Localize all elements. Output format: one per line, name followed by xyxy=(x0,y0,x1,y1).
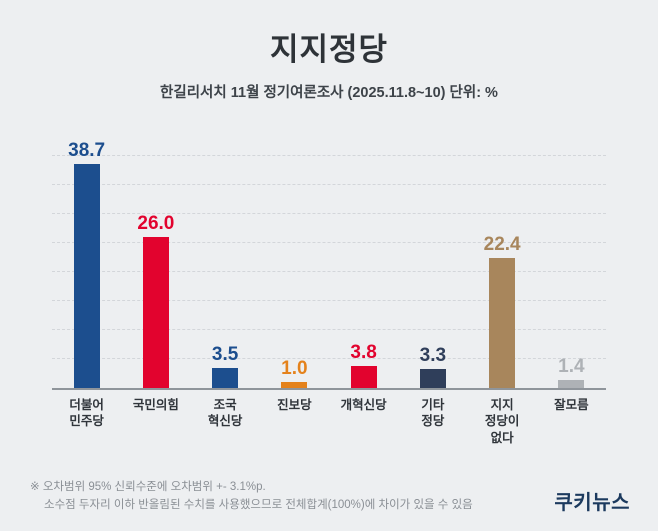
bar-value-label: 3.8 xyxy=(350,341,377,363)
bar-column: 1.0 xyxy=(260,156,329,388)
chart-subtitle: 한길리서치 11월 정기여론조사 (2025.11.8~10) 단위: % xyxy=(160,85,498,101)
bar-column: 3.5 xyxy=(191,156,260,388)
x-axis-label: 잘모름 xyxy=(554,398,589,412)
x-axis-label: 지지 정당이 없다 xyxy=(484,398,520,445)
bar xyxy=(419,368,446,388)
bar xyxy=(73,163,100,388)
gridline xyxy=(52,300,606,301)
bar-value-label: 3.5 xyxy=(211,343,239,365)
bar-value-label: 3.3 xyxy=(419,344,447,366)
bar-column: 3.3 xyxy=(398,156,467,388)
bar xyxy=(212,367,239,388)
gridline xyxy=(52,242,606,243)
x-axis-label: 조국 혁신당 xyxy=(207,398,243,429)
page-title: 지지정당 xyxy=(269,32,389,67)
x-axis-labels: 더불어 민주당 국민의힘 조국 혁신당 진보당 개혁신당 기타 정당 지지 정당이 없다 잘모… xyxy=(52,390,606,446)
bar-value-label: 26.0 xyxy=(137,213,175,235)
plot-area: 38.7 26.0 3.5 1.0 3.8 3.3 22.4 1.4 xyxy=(52,141,606,390)
kukinews-logo: 쿠키뉴스 xyxy=(554,492,630,514)
bar-value-label: 22.4 xyxy=(483,234,521,256)
gridline xyxy=(52,184,606,185)
bar-column: 26.0 xyxy=(121,156,190,388)
gridline xyxy=(52,271,606,272)
bars: 38.7 26.0 3.5 1.0 3.8 3.3 22.4 1.4 xyxy=(52,141,606,388)
bar-chart: 38.7 26.0 3.5 1.0 3.8 3.3 22.4 1.4 더불어 민주당 국민의힘 조… xyxy=(0,141,658,446)
bar xyxy=(142,237,169,388)
bar-column: 38.7 xyxy=(52,141,121,388)
bar-value-label: 1.4 xyxy=(558,355,585,377)
bar-column: 3.8 xyxy=(329,156,398,388)
footnote-line-2: 소수점 두자리 이하 반올림된 수치를 사용했으므로 전체합계(100%)에 차… xyxy=(44,499,473,512)
bar-value-label: 1.0 xyxy=(281,358,308,380)
gridline xyxy=(52,213,606,214)
header: 지지정당 한길리서치 11월 정기여론조사 (2025.11.8~10) 단위:… xyxy=(0,0,658,102)
footnote-line-1: ※ 오차범위 95% 신뢰수준에 오차범위 +- 3.1%p. xyxy=(30,481,266,494)
bar xyxy=(281,382,308,388)
gridline xyxy=(52,155,606,156)
x-axis-label: 국민의힘 xyxy=(132,398,179,412)
bar xyxy=(489,258,516,388)
x-axis-label: 진보당 xyxy=(277,398,312,412)
footnote: ※ 오차범위 95% 신뢰수준에 오차범위 +- 3.1%p. 소수점 두자리 … xyxy=(30,479,473,515)
bar xyxy=(558,379,585,388)
gridline xyxy=(52,329,606,330)
bar-column: 22.4 xyxy=(468,156,537,388)
footer: ※ 오차범위 95% 신뢰수준에 오차범위 +- 3.1%p. 소수점 두자리 … xyxy=(0,479,658,515)
x-axis-label: 기타 정당 xyxy=(421,398,445,429)
bar-value-label: 38.7 xyxy=(68,139,106,161)
bar xyxy=(350,365,377,388)
x-axis-label: 더불어 민주당 xyxy=(69,398,104,429)
bar-column: 1.4 xyxy=(537,156,606,388)
x-axis-label: 개혁신당 xyxy=(340,398,387,412)
gridline xyxy=(52,358,606,359)
